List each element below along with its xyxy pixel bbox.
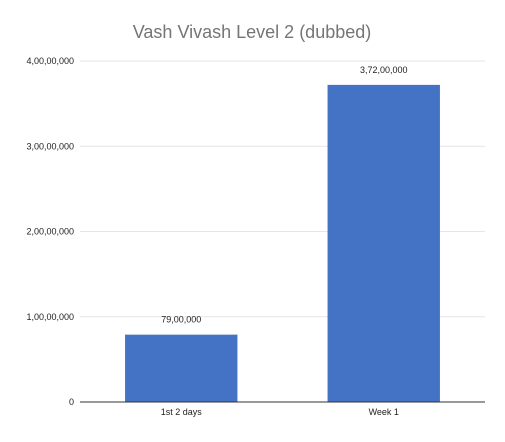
bar — [327, 84, 440, 403]
x-tick-label: 1st 2 days — [161, 407, 203, 417]
data-label: 79,00,000 — [161, 315, 201, 325]
data-labels: 79,00,000 3,72,00,000 — [161, 65, 407, 325]
bar — [125, 334, 238, 402]
y-tick-label: 2,00,00,000 — [26, 227, 74, 237]
y-tick-label: 3,00,00,000 — [26, 141, 74, 151]
data-label: 3,72,00,000 — [360, 65, 408, 75]
chart-title: Vash Vivash Level 2 (dubbed) — [133, 22, 372, 42]
y-tick-label: 1,00,00,000 — [26, 312, 74, 322]
bars — [125, 84, 440, 403]
y-tick-label: 0 — [69, 397, 74, 407]
x-axis-tick-labels: 1st 2 days Week 1 — [161, 407, 399, 417]
y-axis-tick-labels: 0 1,00,00,000 2,00,00,000 3,00,00,000 4,00,0… — [26, 56, 74, 407]
x-tick-label: Week 1 — [369, 407, 399, 417]
y-tick-label: 4,00,00,000 — [26, 56, 74, 66]
